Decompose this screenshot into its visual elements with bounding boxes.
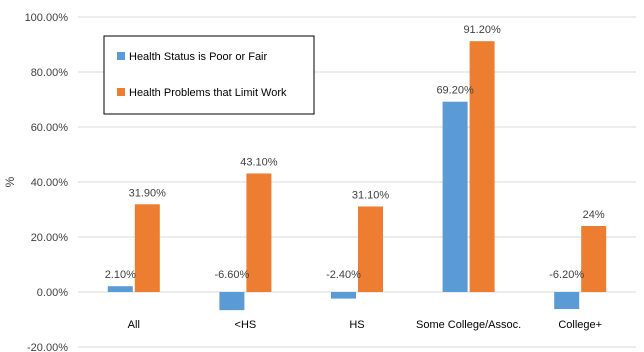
y-tick-label: 20.00% (31, 232, 69, 244)
y-tick-label: 100.00% (25, 12, 69, 24)
data-label: -6.60% (214, 269, 249, 281)
data-labels: 2.10% 31.90% -6.60% 43.10% -2.40% 31.10% 69.20… (105, 24, 605, 281)
y-tick-label: 40.00% (31, 177, 69, 189)
legend-box (103, 35, 315, 115)
legend-label-health-problems: Health Problems that Limit Work (129, 87, 287, 99)
category-label: College+ (558, 319, 602, 331)
category-label: HS (349, 319, 364, 331)
y-axis-tick-labels: -20.00% 0.00% 20.00% 40.00% 60.00% 80.00% 100.… (25, 12, 69, 352)
legend-label-health-status: Health Status is Poor or Fair (129, 51, 268, 63)
legend-swatch-health-problems (117, 88, 125, 96)
bar-health-status (554, 292, 580, 310)
legend: Health Status is Poor or Fair Health Pro… (103, 35, 315, 115)
bar-health-status (219, 292, 245, 311)
data-label: 24% (583, 209, 605, 221)
data-label: 31.90% (129, 187, 167, 199)
data-label: 69.20% (436, 85, 474, 97)
bar-health-problems (246, 173, 272, 292)
legend-swatch-health-status (117, 52, 125, 60)
category-label: <HS (235, 319, 257, 331)
y-tick-label: 60.00% (31, 122, 69, 134)
bar-health-status (107, 286, 133, 292)
data-label: -6.20% (549, 269, 584, 281)
data-label: 91.20% (463, 24, 501, 36)
data-label: -2.40% (326, 269, 361, 281)
y-tick-label: -20.00% (27, 342, 68, 352)
bar-health-problems (469, 41, 495, 293)
category-label: All (128, 319, 140, 331)
y-axis-title: % (3, 176, 17, 187)
data-label: 2.10% (105, 269, 136, 281)
category-labels: All <HS HS Some College/Assoc. College+ (128, 319, 602, 331)
y-tick-label: 0.00% (37, 287, 68, 299)
bars (107, 41, 607, 311)
category-label: Some College/Assoc. (416, 319, 521, 331)
data-label: 43.10% (240, 156, 278, 168)
bar-health-problems (134, 204, 160, 292)
y-tick-label: 80.00% (31, 67, 69, 79)
bar-health-status (331, 292, 356, 299)
bar-health-problems (358, 206, 383, 292)
bar-health-problems (581, 226, 607, 292)
bar-health-status (442, 101, 468, 292)
data-label: 31.10% (352, 189, 390, 201)
